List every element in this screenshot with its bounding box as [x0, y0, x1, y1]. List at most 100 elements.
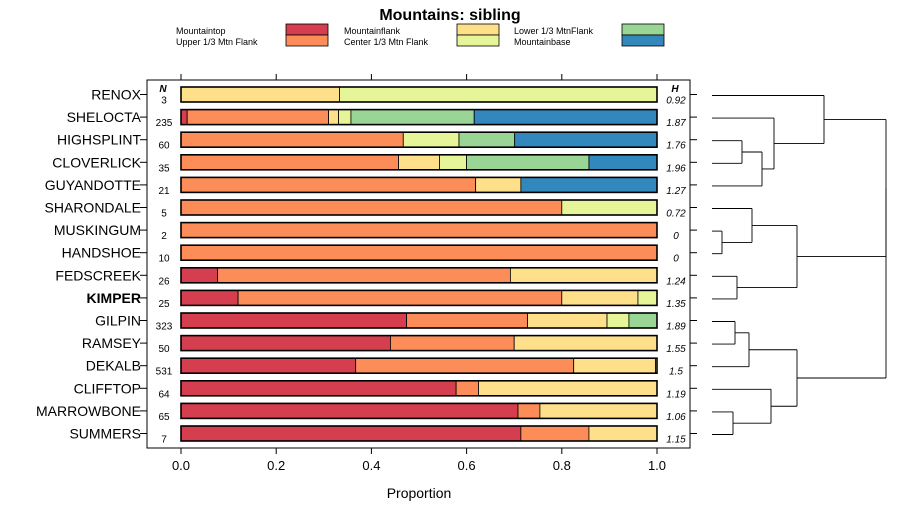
bar-outline [180, 86, 658, 103]
bar-segment [439, 154, 467, 171]
n-value: 26 [158, 276, 170, 287]
n-value: 7 [161, 435, 167, 446]
bar-row: SHELOCTA 235 1.87 [67, 108, 697, 129]
h-value: 0.92 [666, 96, 686, 107]
bar-segment [475, 176, 522, 193]
bar-segment [513, 335, 658, 352]
row-label: RAMSEY [82, 335, 142, 351]
bar-segment [478, 380, 658, 397]
bar-segment [520, 176, 658, 193]
n-value: 531 [156, 367, 173, 378]
bar-outline [180, 425, 658, 442]
legend-label: Lower 1/3 MtnFlank [514, 26, 594, 36]
h-value: 1.55 [666, 344, 686, 355]
bar-row: MUSKINGUM 2 0 [54, 221, 697, 242]
bar-segment [180, 425, 522, 442]
bar-segment [398, 154, 440, 171]
n-value: 50 [158, 344, 170, 355]
h-value: 0 [673, 254, 679, 265]
bar-segment [180, 86, 340, 103]
plot-frame [146, 79, 691, 449]
n-value: 35 [158, 163, 170, 174]
legend-swatch [621, 34, 665, 47]
bar-segment [338, 109, 352, 125]
bar-outline [180, 312, 658, 329]
bar-outline [180, 108, 658, 126]
bar-segment [588, 154, 658, 171]
bar-segment [539, 402, 658, 419]
row-label: FEDSCREEK [55, 267, 141, 283]
legend-swatch [285, 34, 329, 47]
bar-outline [180, 357, 658, 375]
row-label: SHARONDALE [45, 200, 141, 216]
bar-segment [509, 267, 658, 284]
bar-outline [180, 131, 658, 148]
x-tick-label: 1.0 [648, 458, 666, 473]
row-label: KIMPER [87, 290, 141, 306]
row-label: SUMMERS [69, 426, 141, 442]
bar-segment [217, 267, 511, 284]
legend-swatch [285, 23, 329, 36]
h-value: 1.87 [666, 118, 686, 129]
bar-segment [390, 335, 515, 352]
bar-outline [180, 154, 658, 171]
legend-label: Center 1/3 Mtn Flank [344, 37, 429, 47]
x-axis: 0.0 0.2 0.4 0.6 0.8 1.0 [172, 74, 666, 473]
x-tick-label: 0.2 [267, 458, 285, 473]
row-label: CLIFFTOP [74, 380, 141, 396]
h-value: 1.15 [666, 435, 686, 446]
h-value: 0 [673, 231, 679, 242]
bar-segment [473, 109, 658, 125]
n-value: 3 [161, 96, 167, 107]
n-value: 60 [158, 141, 170, 152]
bar-row: GUYANDOTTE 21 1.27 [45, 176, 697, 197]
x-axis-label: Proportion [387, 485, 452, 501]
bar-outline [180, 244, 658, 261]
bar-segment [455, 380, 479, 397]
legend-swatch [621, 23, 665, 36]
legend-swatch [456, 23, 500, 36]
n-value: 65 [158, 412, 170, 423]
h-value: 1.24 [666, 276, 686, 287]
h-value: 1.27 [666, 186, 686, 197]
row-label: MUSKINGUM [54, 222, 141, 238]
bar-segment [573, 357, 656, 374]
bar-segment [514, 131, 658, 148]
bar-outline [180, 334, 658, 352]
row-label: MARROWBONE [36, 403, 141, 419]
bar-row: SUMMERS 7 1.15 [69, 425, 697, 446]
n-value: 5 [161, 209, 167, 220]
row-label: DEKALB [86, 358, 141, 374]
bar-segment [606, 312, 630, 329]
legend-label: Mountainbase [514, 37, 571, 47]
bar-row: RAMSEY 50 1.55 [82, 334, 697, 355]
bar-outline [180, 221, 658, 239]
h-value: 1.89 [666, 322, 686, 333]
bar-segment [180, 312, 408, 329]
bar-row: RENOX 3 0.92 [91, 86, 697, 107]
bar-segment [180, 357, 357, 374]
bar-outline [180, 289, 658, 307]
bar-outline [180, 379, 658, 397]
row-label: HIGHSPLINT [57, 132, 141, 148]
bar-segment [180, 176, 477, 193]
bar-segment [180, 267, 219, 284]
row-label: GILPIN [95, 313, 141, 329]
bar-row: CLOVERLICK 35 1.96 [52, 154, 697, 174]
bar-segment [180, 199, 563, 216]
bar-row: GILPIN 323 1.89 [95, 312, 697, 333]
n-value: 2 [161, 231, 167, 242]
h-value: 1.06 [666, 412, 686, 423]
bar-outline [180, 402, 658, 420]
row-label: CLOVERLICK [52, 154, 141, 170]
row-label: HANDSHOE [62, 245, 141, 261]
h-value: 1.96 [666, 163, 686, 174]
x-tick-label: 0.4 [362, 458, 380, 473]
bar-segment [458, 131, 516, 148]
dendrogram [712, 95, 887, 435]
bar-outline [180, 199, 658, 216]
bar-segment [180, 131, 404, 148]
x-tick-label: 0.6 [458, 458, 476, 473]
